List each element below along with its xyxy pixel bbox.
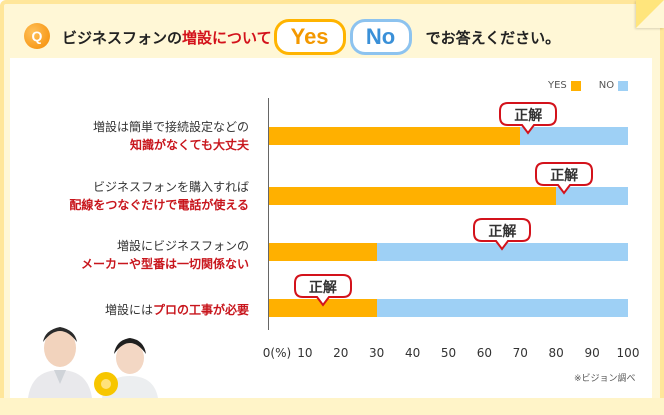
page-fold-corner [636, 0, 664, 28]
question-label-3: 増設にビジネスフォンの メーカーや型番は一切関係ない [81, 237, 249, 273]
legend-swatch-no [618, 80, 629, 91]
x-tick-label: 90 [584, 346, 600, 360]
correct-callout-4: 正解 [293, 273, 353, 307]
correct-callout-1: 正解 [498, 101, 558, 135]
question-suffix: でお答えください。 [425, 28, 561, 47]
bar-yes-4 [269, 299, 377, 317]
question-2-line2: 配線をつなぐだけで電話が使える [69, 198, 249, 212]
x-tick-label: 10 [297, 346, 313, 360]
x-tick-label: 30 [369, 346, 385, 360]
legend-label-no: NO [598, 80, 615, 91]
legend-swatch-yes [570, 80, 581, 91]
source-note: ※ビジョン調べ [574, 374, 636, 384]
correct-callout-3: 正解 [472, 217, 532, 251]
question-4-plain: 増設には [104, 303, 153, 317]
yes-pill: Yes [273, 19, 346, 55]
question-1-line1: 増設は簡単で接続設定などの [92, 120, 249, 134]
correct-callout-label: 正解 [514, 108, 543, 124]
question-label-1: 増設は簡単で接続設定などの 知識がなくても大丈夫 [93, 118, 249, 154]
bar-yes-3 [269, 243, 377, 261]
x-tick-label: 50 [440, 346, 457, 360]
question-badge: Q [24, 23, 50, 49]
chart-legend: YES NO [548, 80, 640, 91]
bar-no-4 [376, 299, 628, 317]
bar-yes-2 [269, 187, 557, 205]
legend-item-no: NO [598, 80, 629, 91]
question-4-line1: 増設にはプロの工事が必要 [105, 301, 249, 319]
correct-callout-label: 正解 [550, 168, 579, 184]
question-emphasis: 増設について [182, 28, 272, 47]
x-tick-label: 60 [476, 346, 493, 360]
question-label-2: ビジネスフォンを購入すれば 配線をつなぐだけで電話が使える [69, 178, 249, 214]
x-tick-label: 100 [616, 346, 640, 360]
bar-no-3 [376, 243, 628, 261]
question-prefix: ビジネスフォンの [62, 28, 183, 47]
question-2-line1: ビジネスフォンを購入すれば [92, 180, 249, 194]
x-tick-label: 0(%) [262, 346, 292, 360]
question-4-bold: プロの工事が必要 [152, 303, 249, 317]
bottom-strip [0, 398, 664, 415]
x-tick-label: 20 [333, 346, 349, 360]
correct-callout-label: 正解 [488, 224, 517, 240]
question-label-4: 増設にはプロの工事が必要 [105, 301, 249, 319]
question-1-line2: 知識がなくても大丈夫 [129, 138, 249, 152]
no-pill: No [349, 19, 412, 55]
x-tick-label: 80 [548, 346, 564, 360]
question-3-line1: 増設にビジネスフォンの [116, 239, 249, 253]
legend-item-yes: YES [548, 80, 581, 91]
legend-label-yes: YES [548, 80, 567, 91]
question-3-line2: メーカーや型番は一切関係ない [80, 257, 249, 271]
correct-callout-2: 正解 [534, 161, 594, 195]
correct-callout-label: 正解 [308, 280, 337, 296]
y-axis-line [268, 98, 269, 330]
x-tick-label: 40 [404, 346, 421, 360]
bar-no-1 [520, 127, 628, 145]
bar-no-2 [556, 187, 628, 205]
staff-photo [28, 327, 158, 398]
bar-yes-1 [269, 127, 521, 145]
question-title: ビジネスフォンの 増設について Yes No でお答えください。 [62, 19, 561, 55]
x-tick-label: 70 [512, 346, 528, 360]
